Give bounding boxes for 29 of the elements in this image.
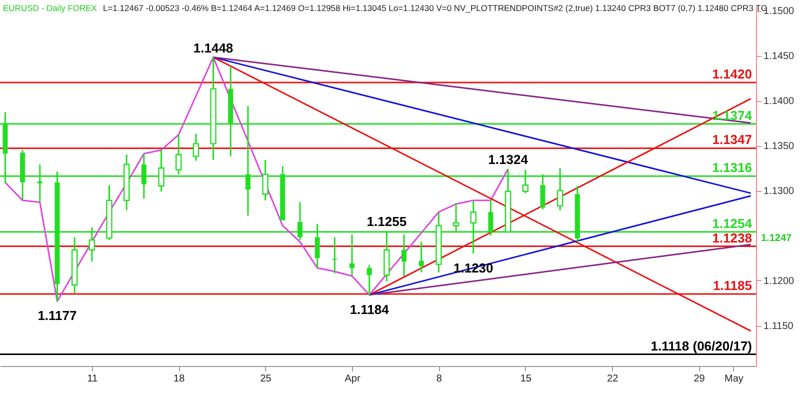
- x-tick-label: 8: [436, 374, 442, 384]
- y-tick-label: 1.1350: [764, 141, 795, 152]
- ref-line-label: 1.1118 (06/20/17): [650, 338, 752, 354]
- ref-line-label: 1.1238: [712, 230, 752, 246]
- chart-title: EURUSD - Daily FOREX: [3, 3, 97, 13]
- annotation: 1.1184: [350, 302, 390, 317]
- ref-line-label: 1.1254: [712, 216, 753, 231]
- y-tick-label: 1.1200: [764, 276, 795, 287]
- ref-line-label: 1.1420: [712, 66, 752, 82]
- annotation: 1.1255: [366, 214, 407, 229]
- annotation: 1.1324: [488, 152, 529, 167]
- y-tick-label: 1.1150: [764, 321, 794, 332]
- x-tick-label: May: [724, 374, 744, 384]
- x-tick-label: 15: [520, 374, 532, 384]
- ref-line-label: 1.1316: [712, 160, 752, 176]
- y-tick-label: 1.1450: [764, 51, 795, 62]
- ref-line-label: 1.1347: [712, 132, 752, 148]
- y-tick-label: 1.1400: [764, 96, 795, 107]
- annotation: 1.1448: [193, 40, 234, 56]
- x-tick-label: 18: [174, 374, 186, 384]
- x-tick-label: 29: [694, 374, 706, 384]
- text: 1.1247: [761, 233, 792, 244]
- ref-line-label: 1.1185: [712, 278, 752, 293]
- y-tick-label: 1.1300: [764, 186, 795, 197]
- x-tick-label: 11: [87, 374, 98, 384]
- x-tick-label: 25: [260, 374, 272, 384]
- annotation: 1.1177: [38, 308, 77, 324]
- x-tick-label: 22: [607, 374, 619, 384]
- x-tick-label: Apr: [344, 374, 361, 384]
